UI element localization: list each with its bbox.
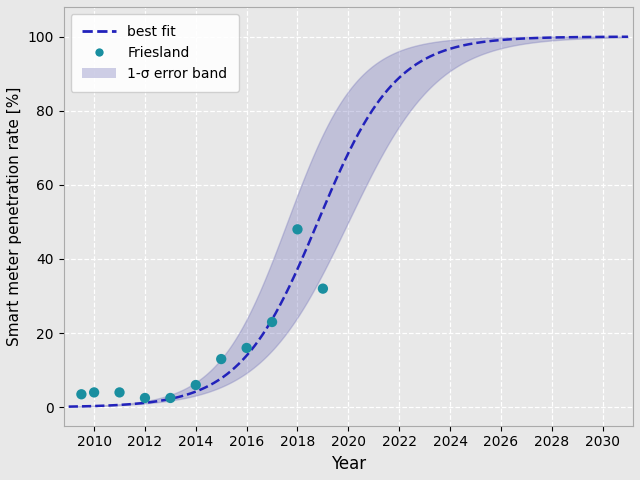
Friesland [76, 390, 86, 398]
Friesland [267, 318, 277, 326]
Friesland [191, 381, 201, 389]
best fit [449, 45, 456, 51]
best fit [122, 402, 130, 408]
Friesland [89, 389, 99, 396]
Friesland [115, 389, 125, 396]
Friesland [318, 285, 328, 292]
best fit [511, 36, 519, 42]
best fit [624, 34, 632, 40]
Friesland [165, 394, 175, 402]
Line: best fit: best fit [68, 37, 628, 407]
best fit [501, 37, 509, 43]
best fit [291, 272, 299, 278]
Friesland [241, 344, 252, 352]
X-axis label: Year: Year [331, 455, 366, 473]
best fit [311, 226, 319, 231]
best fit [65, 404, 72, 409]
Friesland [140, 394, 150, 402]
Y-axis label: Smart meter penetration rate [%]: Smart meter penetration rate [%] [7, 87, 22, 346]
Friesland [216, 355, 227, 363]
Friesland [292, 226, 303, 233]
Legend: best fit, Friesland, 1-σ error band: best fit, Friesland, 1-σ error band [70, 14, 239, 92]
